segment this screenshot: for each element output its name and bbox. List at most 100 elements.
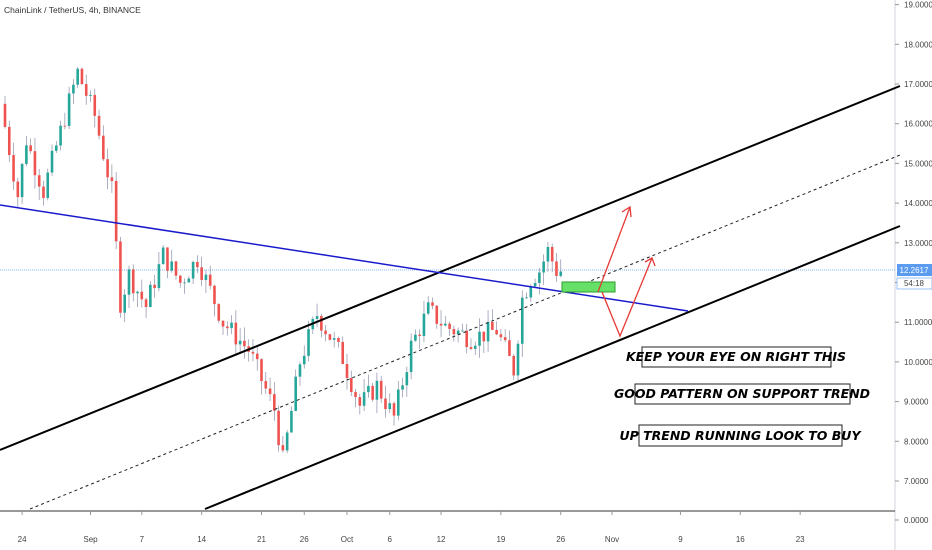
price-tick-label: 14.0000 [904,199,932,208]
candle-body [127,269,131,295]
candle-body [67,93,71,126]
candle-body [243,340,246,347]
candle-body [307,329,310,356]
candle-body [503,337,507,341]
candle-body [533,283,537,287]
countdown-value: 54:18 [904,279,925,288]
candle-body [525,297,528,299]
candle-body [397,389,400,416]
candle-body [320,316,323,331]
candle-body [260,359,263,382]
price-tick-label: 0.0000 [904,516,929,525]
candle-body [426,302,430,314]
descending-resistance-line[interactable] [0,204,689,312]
time-tick-label: 26 [300,535,309,544]
candle-body [234,322,238,345]
candle-body [166,247,169,271]
candle-body [123,294,126,313]
price-tick-label: 9.0000 [904,398,929,407]
candle-body [341,341,345,364]
candle-body [84,84,88,96]
countdown-tag [896,277,932,290]
price-tick-label: 19.0000 [904,1,932,10]
candle-body [354,392,357,398]
candle-body [33,151,37,176]
note-good-pattern[interactable]: GOOD PATTERN ON SUPPORT TREND [614,383,870,405]
candle-body [473,345,477,349]
candle-body [367,385,370,393]
candle-body [226,326,229,329]
candle-body [196,261,199,268]
time-tick-label: Sep [83,535,98,544]
candle-body [491,321,494,330]
candle-body [144,299,148,307]
candle-body [106,159,109,178]
candle-body [375,380,379,400]
candle-body [439,323,443,326]
candle-body [358,397,362,406]
candle-body [486,321,490,342]
candle-body [200,267,203,280]
candle-body [93,94,97,116]
candle-body [448,323,451,329]
candle-body [217,304,221,321]
note-keep-eye-text: KEEP YOUR EYE ON RIGHT THIS [626,349,846,364]
candle-body [131,269,135,294]
candle-body [76,68,79,85]
candle-body [405,372,409,386]
candle-body [465,330,468,348]
candle-body [550,246,554,262]
candle-body [63,125,67,127]
note-up-trend[interactable]: UP TREND RUNNING LOOK TO BUY [619,424,862,447]
candle-body [349,377,353,393]
upside-arrow[interactable] [597,206,631,293]
candle-body [50,150,54,173]
candle-body [495,329,498,335]
candle-body [332,338,336,340]
note-keep-eye[interactable]: KEEP YOUR EYE ON RIGHT THIS [626,346,846,368]
candle-body [452,328,456,335]
time-axis-ticks: 24 Sep 7 14 21 26 Oct 6 12 19 26 Nov 9 16 23 [18,511,805,544]
dip-arrowhead [644,257,656,267]
candle-body [273,394,276,411]
symbol-title: ChainLink / TetherUS, 4h, BINANCE [4,5,141,15]
candle-body [482,331,486,342]
candle-body [392,403,396,416]
candle-body [418,334,421,336]
dip-and-rally-arrow[interactable] [601,257,653,338]
candle-body [559,271,563,276]
candle-body [431,302,434,306]
candle-body [328,334,332,340]
lower-channel-line[interactable] [204,225,901,510]
candle-body [444,323,447,326]
candle-body [140,291,144,300]
candle-body [281,445,285,451]
candle-body [345,363,349,378]
buy-zone-rectangle[interactable] [561,281,616,293]
candle-body [230,322,233,329]
candle-body [29,145,32,152]
upper-channel-line[interactable] [0,85,901,451]
candle-body [187,278,191,283]
upside-arrowhead [621,205,632,218]
candle-body [362,392,366,406]
candle-body [401,385,404,390]
time-tick-label: 9 [678,535,683,544]
candle-body [170,261,174,271]
candle-body [59,125,62,146]
middle-channel-line[interactable] [29,154,901,510]
time-tick-label: 6 [388,535,393,544]
candle-body [46,172,50,198]
candle-body [178,275,182,283]
candle-body [298,364,302,377]
time-tick-label: Nov [605,535,619,544]
candle-body [520,297,524,344]
candle-body [161,247,165,265]
candle-body [42,186,45,198]
price-tick-label: 18.0000 [904,40,932,49]
candle-body [371,385,374,400]
time-tick-label: Oct [341,535,354,544]
candle-body [529,286,533,298]
note-up-trend-text: UP TREND RUNNING LOOK TO BUY [619,428,862,443]
